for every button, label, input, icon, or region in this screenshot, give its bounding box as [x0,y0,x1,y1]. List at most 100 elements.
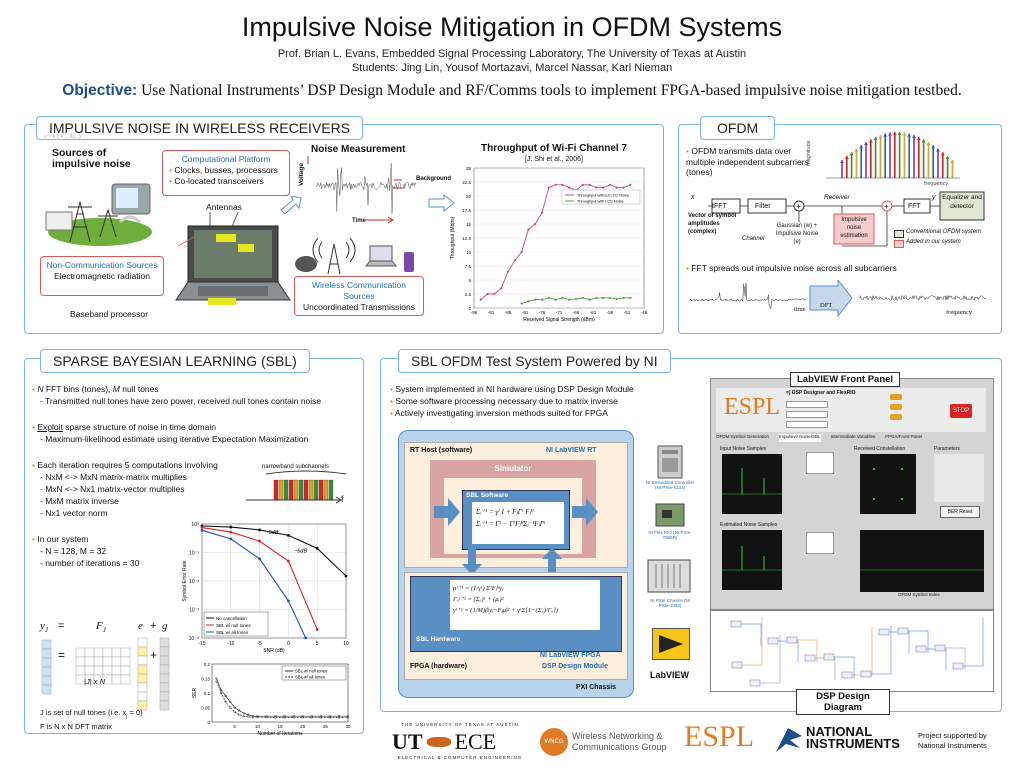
data-point [602,296,605,300]
data-flow-arrows [434,498,598,526]
x-tick-label: -71 [556,310,563,315]
data-point [233,710,236,714]
x-tick-label: -81 [522,310,529,315]
page-title: Impulsive Noise Mitigation in OFDM Syste… [241,12,783,42]
objective-text: Use National Instruments’ DSP Design Mod… [141,82,962,99]
arrow-right-icon-3 [434,498,460,526]
x-tick-label: -15 [198,641,205,647]
average-ber-plot [860,530,984,592]
field-1[interactable] [786,401,828,408]
data-point [287,599,290,603]
field-3[interactable] [786,421,828,428]
data-point [615,297,618,301]
vertical-arrows [462,548,562,575]
x-tick-label: 0 [287,641,290,647]
tab-impulsive[interactable]: Impulsive Noise/SBL [779,434,821,442]
x-tick-label: 10 [255,724,261,729]
arrow-down-icon [462,548,482,575]
y-tick-label: 22.5 [462,180,471,185]
tab-intermediate[interactable]: Intermediate Variables [830,434,876,439]
legend-added-swatch [894,240,904,248]
stop-button[interactable]: STOP [950,404,972,418]
sum-node-1 [793,200,805,212]
x-tick-label: 15 [277,724,283,729]
data-point [287,533,290,537]
sbl-sub-3b: - MxN <-> Nx1 matrix-vector multiplies [40,484,185,494]
tab-ofdm-symbol[interactable]: OFDM Symbol Generation [716,434,770,439]
diagram-node [915,645,927,653]
estimated-noise-controls[interactable] [806,532,834,554]
x-tick-label: -76 [539,310,546,315]
data-point [200,526,204,529]
data-point [301,716,304,719]
ber-reset-button[interactable]: BER Reset [940,506,980,518]
eq-e: e [138,620,143,632]
sbl-sub-4a: - N = 128, M = 32 [40,546,107,556]
diagram-wire [815,657,836,680]
fpga-label: FPGA (hardware) [410,663,467,670]
diagram-wire [778,640,799,663]
objective-label: Objective: [62,82,138,99]
y-tick-label: 15 [466,222,472,227]
front-panel-tabs: OFDM Symbol Generation Impulsive Noise/S… [716,434,986,442]
data-point [588,183,591,186]
espl-logo-panel: ESPL [724,394,781,420]
diagram-wire [797,639,818,662]
gaussian-cell [159,673,170,684]
embedded-controller-image [657,445,683,479]
eq-plus: + [150,648,158,662]
dft-arrow-icon [809,280,853,318]
data-point [258,528,261,532]
ut-ece-logo: THE UNIVERSITY OF TEXAS AT AUSTIN UT ECE… [392,722,523,760]
data-point [265,715,268,718]
x-tick-label: 20 [300,724,306,729]
dsp-design-module: DSP Design Module [542,663,608,670]
subcarrier-tip [907,133,912,137]
data-point [228,706,232,709]
data-point [513,259,516,262]
data-point [215,680,218,683]
pxie-chassis-image [647,559,691,593]
espl-logo: ESPL [684,720,755,753]
gaussian-cell [159,646,170,657]
data-point [527,300,530,303]
y-tick-label: 25 [466,166,472,171]
eq-equals-top: = [58,620,65,632]
cable-icon [118,215,142,224]
note-1: J is set of null tones (i.e. xj = 0) [40,708,143,720]
estimated-noise-label: Estimated Noise Samples [720,522,778,528]
tab-fpga[interactable]: FPGA/Front Panel [885,434,923,439]
iteration-chart: 0 0.05 0.1 0.15 0.2 5 10 15 20 25 30 Number of Iter… [192,662,351,737]
input-noise-controls[interactable] [806,452,834,474]
data-point [256,715,259,719]
diagram-wire [908,630,929,653]
subchannel-bar [303,479,309,501]
data-point [547,296,550,300]
ofdm-block-diagram: + + [708,191,985,247]
sparse-cell [137,691,148,702]
data-point [238,713,241,716]
matrix-cell [111,656,122,667]
eq-yj: yJ [40,620,48,635]
vector-cell [41,648,52,659]
data-point [500,287,503,290]
input-noise-plot [722,454,782,514]
matrix-cell [84,656,95,667]
sbl-software-eq: Σᵢ⁺¹ = γᴵ I + FⱼΓᴵ Fⱼᴴ Σᵢ⁺¹ = Γᴵ − ΓᴵFⱼᴴΣ… [472,502,564,544]
cell-tower-icon [312,237,356,275]
sbl-bullet-3: • Each iteration requires 5 computations… [32,460,218,470]
sources-illustration: rᵢ⁺¹ = rᵢ + ... Σ(...) [44,134,152,246]
y-axis-label: Throughput (Mbps) [450,216,456,259]
field-2[interactable] [786,411,828,418]
eq-dim: |J| x N [84,677,105,686]
x-tick-label: 5 [233,724,236,729]
sparse-cell [137,655,148,666]
data-point [258,539,261,543]
comp-item-2: • Co-located transceivers [169,176,264,186]
eq-g: g [162,620,168,632]
data-point [622,296,625,300]
testsys-panel [380,358,1002,712]
subcarrier-tip [931,145,936,149]
ser-chart: 10⁻⁴ 10⁻³ 10⁻² 10⁻¹ 10⁰ -15 -10 -5 0 5 10 SNR (dB) S… [182,522,349,654]
baseband-label: Baseband processor [70,309,148,319]
